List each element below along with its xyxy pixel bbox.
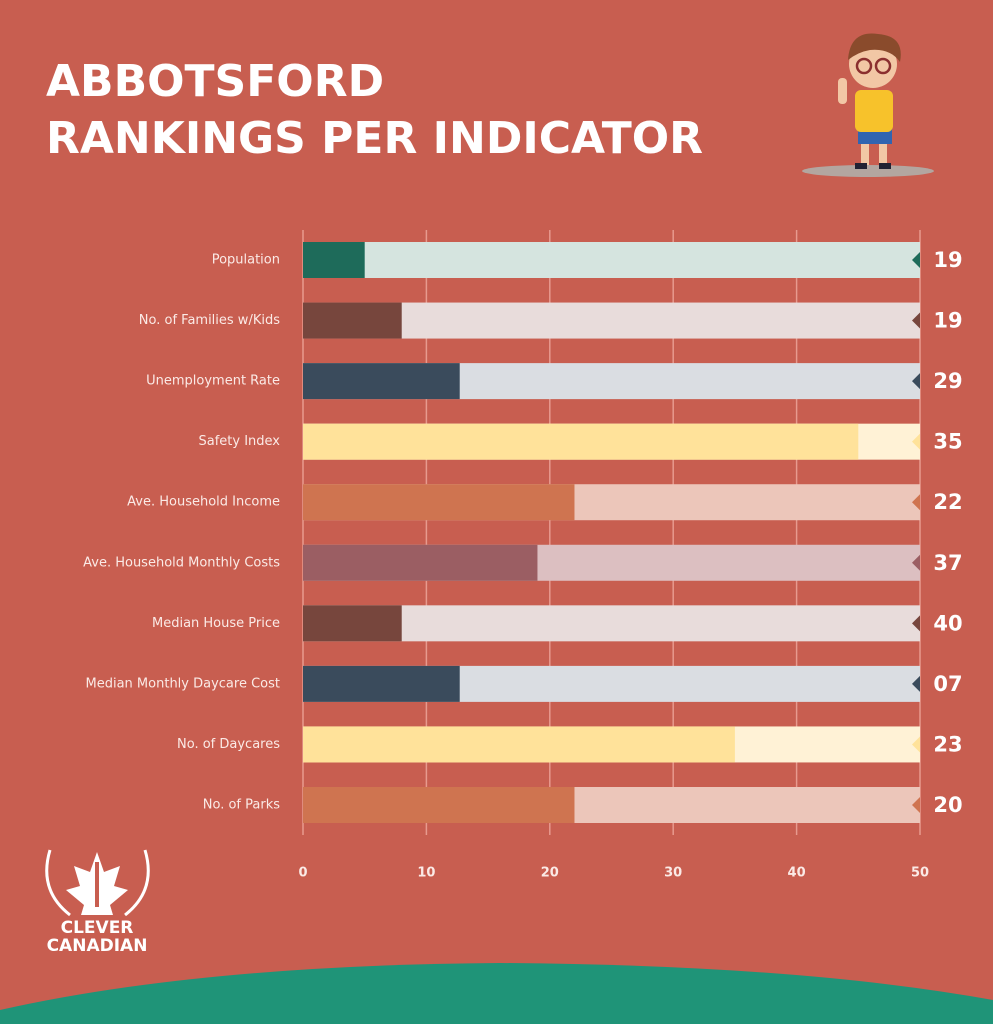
category-label: No. of Daycares xyxy=(177,737,280,752)
category-label: Ave. Household Monthly Costs xyxy=(83,555,280,570)
end-marker xyxy=(912,494,920,511)
bar xyxy=(303,423,859,460)
bar xyxy=(303,605,402,642)
title-line-1: ABBOTSFORD xyxy=(46,56,384,107)
bar xyxy=(303,484,575,521)
end-marker xyxy=(912,615,920,632)
category-label: Unemployment Rate xyxy=(146,374,280,389)
title-line-2: RANKINGS PER INDICATOR xyxy=(46,113,703,164)
bar-track xyxy=(303,302,920,339)
logo-text: CLEVER xyxy=(61,918,134,938)
ranking-label: 07 xyxy=(933,672,962,696)
end-marker xyxy=(912,797,920,813)
ranking-label: 40 xyxy=(933,611,962,635)
bar xyxy=(303,787,575,823)
x-tick-label: 10 xyxy=(417,866,435,881)
x-tick-label: 40 xyxy=(788,866,806,881)
logo-text: CANADIAN xyxy=(47,936,148,956)
x-tick-label: 20 xyxy=(541,866,559,881)
category-label: Population xyxy=(212,253,280,268)
bar-track xyxy=(303,242,920,278)
end-marker xyxy=(912,252,920,268)
bar xyxy=(303,726,735,763)
bar xyxy=(303,363,460,400)
ranking-label: 23 xyxy=(933,732,962,756)
bar xyxy=(303,242,365,278)
ranking-label: 20 xyxy=(933,793,962,817)
category-label: Safety Index xyxy=(198,434,280,449)
bar-track xyxy=(303,605,920,642)
x-tick-label: 30 xyxy=(664,866,682,881)
x-tick-label: 50 xyxy=(911,866,929,881)
bar xyxy=(303,665,460,702)
category-label: Median House Price xyxy=(152,616,280,631)
cartoon-child xyxy=(802,33,934,177)
x-tick-label: 0 xyxy=(298,866,307,881)
plot: 0 10 20 30 40 50 Population 19 No. of Families w… xyxy=(83,230,963,881)
ranking-label: 22 xyxy=(933,490,962,514)
end-marker xyxy=(912,675,920,692)
category-label: No. of Parks xyxy=(203,798,280,813)
ranking-label: 19 xyxy=(933,248,962,272)
ranking-label: 37 xyxy=(933,551,962,575)
end-marker xyxy=(912,433,920,450)
ranking-label: 29 xyxy=(933,369,962,393)
end-marker xyxy=(912,554,920,571)
category-label: Ave. Household Income xyxy=(127,495,280,510)
end-marker xyxy=(912,373,920,390)
bar xyxy=(303,302,402,339)
end-marker xyxy=(912,736,920,753)
category-label: No. of Families w/Kids xyxy=(139,313,280,328)
end-marker xyxy=(912,312,920,329)
logo: CLEVER CANADIAN xyxy=(45,849,150,956)
ranking-label: 19 xyxy=(933,309,962,333)
bar xyxy=(303,544,538,581)
ranking-label: 35 xyxy=(933,430,962,454)
ground xyxy=(0,963,993,1024)
category-label: Median Monthly Daycare Cost xyxy=(86,676,280,691)
